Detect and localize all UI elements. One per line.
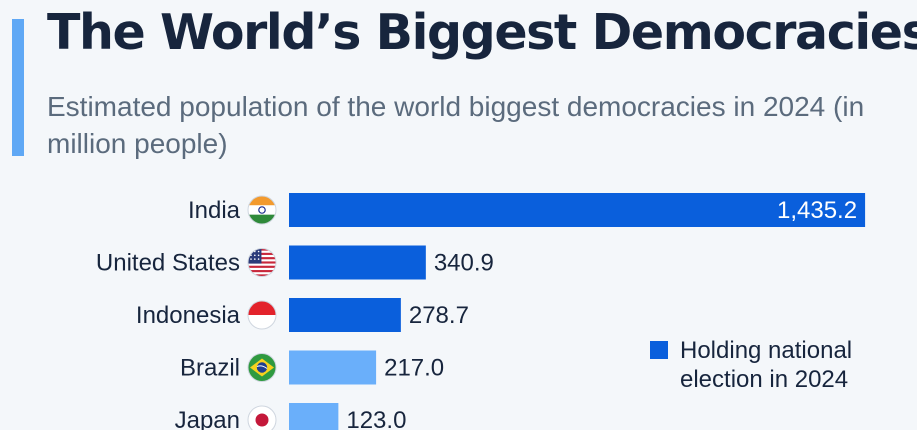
bar xyxy=(289,350,377,385)
value-label: 123.0 xyxy=(346,407,406,430)
legend: Holding national election in 2024 xyxy=(650,336,890,394)
category-label: India xyxy=(188,197,241,224)
bar xyxy=(289,245,426,280)
value-label: 217.0 xyxy=(384,355,444,382)
value-label: 340.9 xyxy=(434,250,494,277)
category-label: Brazil xyxy=(180,355,240,382)
value-label: 1,435.2 xyxy=(777,197,857,224)
bar xyxy=(289,403,339,430)
bar xyxy=(289,193,866,227)
legend-swatch xyxy=(650,341,668,359)
chart-title: The World’s Biggest Democracies xyxy=(47,4,917,61)
category-label: United States xyxy=(96,250,240,277)
japan-flag-icon xyxy=(247,405,277,430)
brazil-flag-icon xyxy=(247,353,277,382)
india-flag-icon xyxy=(247,195,277,225)
category-label: Indonesia xyxy=(136,302,241,329)
value-label: 278.7 xyxy=(409,302,469,329)
indonesia-flag-icon xyxy=(247,300,277,330)
chart-subtitle: Estimated population of the world bigges… xyxy=(47,91,865,159)
accent-bar xyxy=(12,19,24,156)
legend-label: Holding national election in 2024 xyxy=(680,337,853,393)
category-label: Japan xyxy=(175,407,240,430)
us-flag-icon xyxy=(247,248,277,277)
bar xyxy=(289,298,401,332)
